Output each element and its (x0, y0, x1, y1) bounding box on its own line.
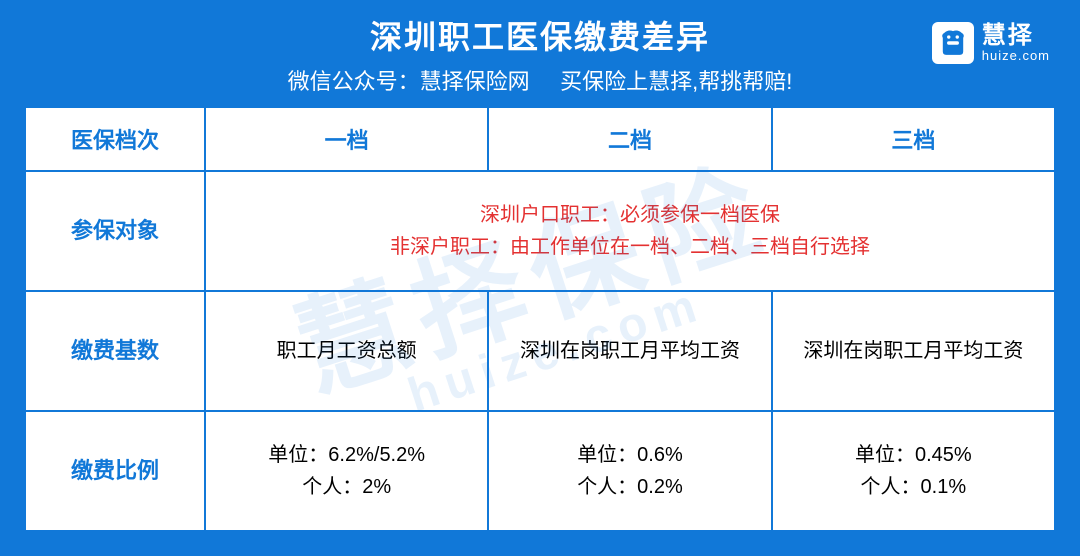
rate-tier3: 单位：0.45% 个人：0.1% (772, 411, 1055, 531)
base-tier3: 深圳在岗职工月平均工资 (772, 291, 1055, 411)
brand-logo: 慧择 huize.com (932, 22, 1050, 64)
rate-tier1: 单位：6.2%/5.2% 个人：2% (205, 411, 488, 531)
table-row: 参保对象 深圳户口职工：必须参保一档医保 非深户职工：由工作单位在一档、二档、三… (25, 171, 1055, 291)
insurance-table: 医保档次 一档 二档 三档 参保对象 深圳户口职工：必须参保一档医保 非深户职工… (24, 106, 1056, 532)
logo-text: 慧择 huize.com (982, 23, 1050, 64)
header: 深圳职工医保缴费差异 微信公众号：慧择保险网 买保险上慧择,帮挑帮赔! 慧择 h… (0, 0, 1080, 106)
rate-tier2: 单位：0.6% 个人：0.2% (488, 411, 771, 531)
base-tier2: 深圳在岗职工月平均工资 (488, 291, 771, 411)
table-row: 缴费基数 职工月工资总额 深圳在岗职工月平均工资 深圳在岗职工月平均工资 (25, 291, 1055, 411)
row-label-target: 参保对象 (25, 171, 205, 291)
table-header-row: 医保档次 一档 二档 三档 (25, 107, 1055, 171)
horse-icon (932, 22, 974, 64)
row-label-base: 缴费基数 (25, 291, 205, 411)
subtitle-left: 微信公众号：慧择保险网 (288, 69, 530, 94)
logo-en: huize.com (982, 49, 1050, 63)
page-title: 深圳职工医保缴费差异 (0, 12, 1080, 58)
row-label-rate: 缴费比例 (25, 411, 205, 531)
table-row: 缴费比例 单位：6.2%/5.2% 个人：2% 单位：0.6% 个人：0.2% … (25, 411, 1055, 531)
base-tier1: 职工月工资总额 (205, 291, 488, 411)
target-description: 深圳户口职工：必须参保一档医保 非深户职工：由工作单位在一档、二档、三档自行选择 (205, 171, 1055, 291)
col-header-tier1: 一档 (205, 107, 488, 171)
col-header-tier3: 三档 (772, 107, 1055, 171)
col-header-tier: 医保档次 (25, 107, 205, 171)
subtitle-right: 买保险上慧择,帮挑帮赔! (560, 69, 792, 94)
page-subtitle: 微信公众号：慧择保险网 买保险上慧择,帮挑帮赔! (0, 64, 1080, 96)
col-header-tier2: 二档 (488, 107, 771, 171)
table-container: 医保档次 一档 二档 三档 参保对象 深圳户口职工：必须参保一档医保 非深户职工… (0, 106, 1080, 556)
logo-cn: 慧择 (982, 23, 1034, 49)
